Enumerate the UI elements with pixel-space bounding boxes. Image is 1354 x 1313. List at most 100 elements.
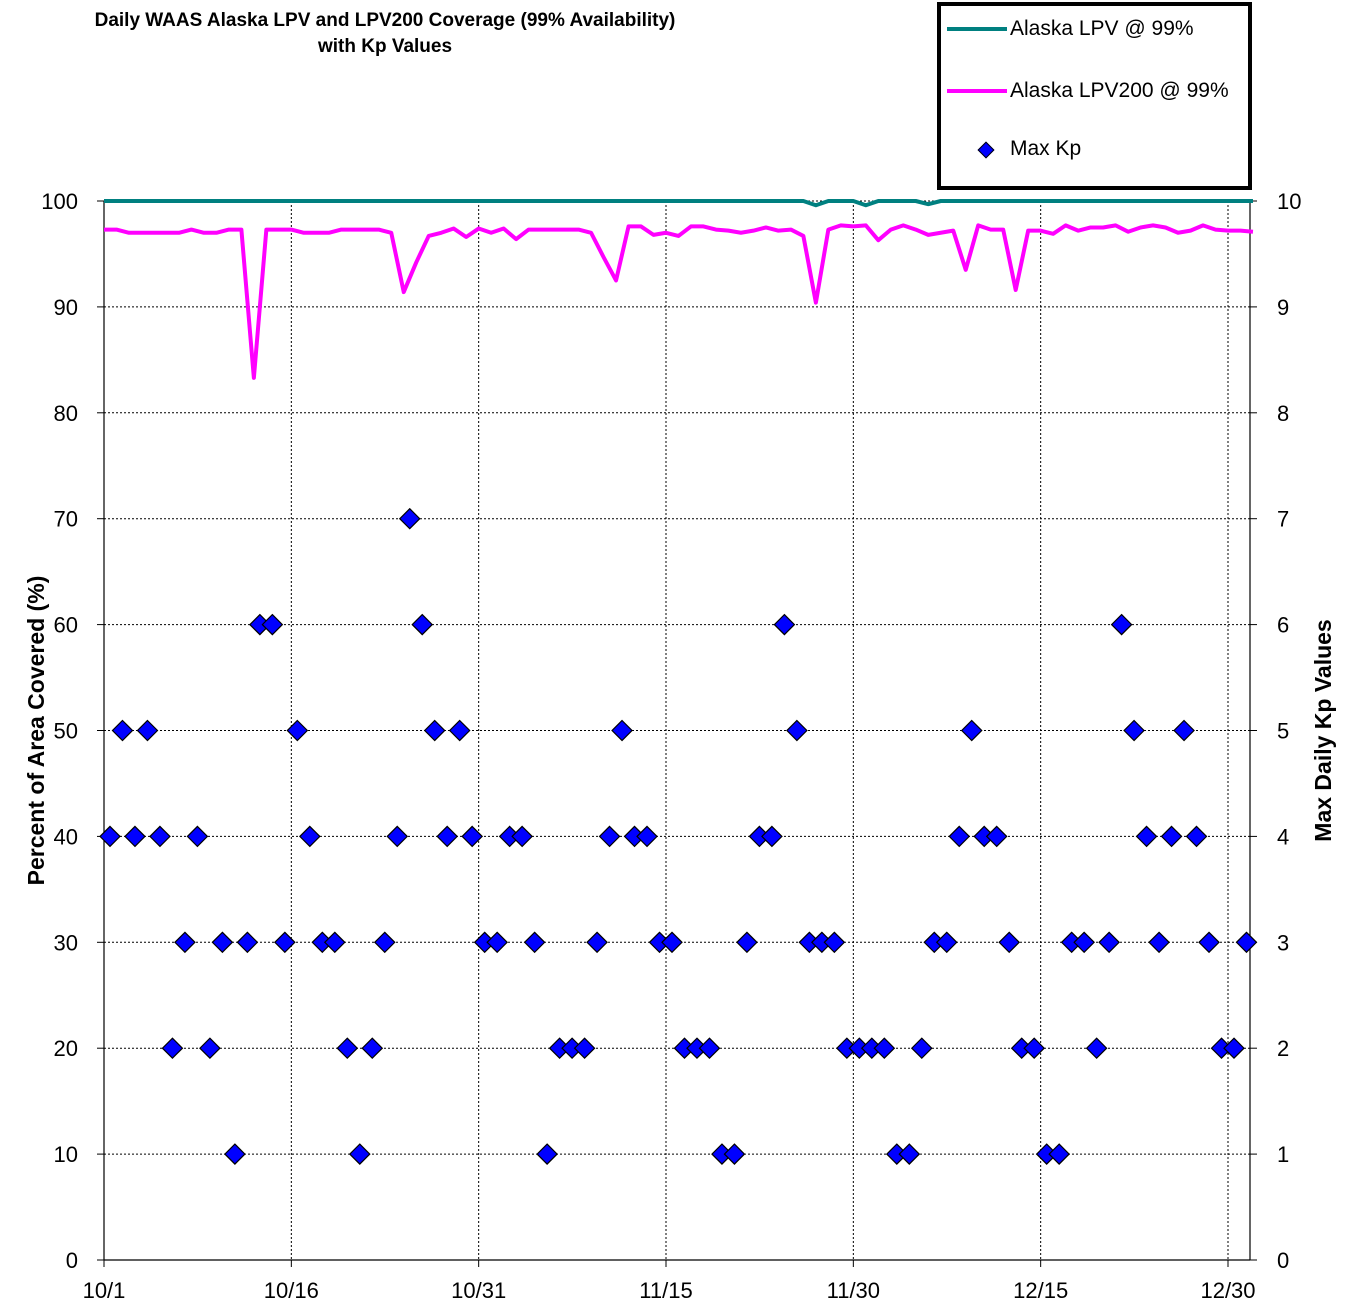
kp-marker [361,1037,384,1060]
kp-marker [1148,931,1170,954]
kp-marker [273,931,296,954]
kp-marker [873,1037,896,1060]
kp-marker [436,825,459,848]
kp-marker [910,1037,933,1060]
kp-marker [723,1143,746,1165]
kp-marker [149,825,171,848]
y-tick-label: 10 [54,1142,78,1167]
y-tick-label: 0 [66,1248,78,1273]
kp-marker [823,931,846,954]
kp-marker [461,825,484,848]
y2-tick-label: 4 [1277,824,1289,849]
y-tick-label: 50 [54,719,78,744]
kp-marker [348,1143,371,1165]
y-tick-label: 20 [54,1036,78,1061]
x-tick-label: 10/31 [451,1278,506,1303]
kp-marker [161,1037,184,1060]
kp-marker [99,825,121,848]
label-layer: 0 10 20 30 40 50 60 70 80 90 100 0 1 2 3 4 5 6 7 8 9 10 10/1 10… [23,189,1336,1303]
kp-marker [598,825,621,848]
legend-label-lpv200: Alaska LPV200 @ 99% [1010,79,1229,102]
kp-marker [611,719,633,742]
grid-layer [104,200,1250,1260]
y2-tick-label: 5 [1277,719,1289,744]
kp-marker [373,931,396,954]
y2-axis-title: Max Daily Kp Values [1310,619,1336,841]
y-tick-label: 100 [41,189,78,214]
kp-marker [174,931,196,954]
kp-marker [573,1037,596,1060]
kp-marker [286,719,309,742]
kp-marker [960,719,983,742]
x-tick-label: 11/30 [827,1278,880,1303]
x-tick-label: 12/30 [1200,1278,1255,1303]
y-tick-label: 40 [54,824,78,849]
y2-tick-label: 2 [1277,1036,1289,1061]
kp-marker [1223,1037,1245,1060]
kp-marker [423,719,446,742]
chart-title-line-2: with Kp Values [317,36,453,57]
kp-marker [786,719,808,742]
y2-tick-label: 0 [1277,1248,1289,1273]
kp-marker [898,1143,921,1165]
kp-marker [236,931,259,954]
kp-marker [935,931,958,954]
kp-marker [736,931,758,954]
y-tick-label: 30 [54,930,78,955]
kp-marker [998,931,1021,954]
kp-marker [511,825,533,848]
kp-marker [261,613,284,636]
kp-marker [224,1143,246,1165]
marker-layer [99,507,1258,1165]
chart-title-line-1: Daily WAAS Alaska LPV and LPV200 Coverag… [94,10,676,31]
kp-marker [1123,719,1145,742]
kp-marker [211,931,234,954]
lpv-series-line [104,199,1253,208]
lpv200-series-line [104,223,1254,380]
kp-marker [1135,825,1158,848]
kp-marker [636,825,658,848]
series-layer [104,199,1254,380]
kp-marker [1185,825,1208,848]
y2-tick-label: 7 [1277,507,1289,532]
y2-tick-label: 6 [1277,613,1289,638]
x-tick-label: 11/15 [639,1278,692,1303]
y2-tick-label: 3 [1277,930,1289,955]
kp-marker [323,931,346,954]
kp-marker [1110,613,1133,636]
kp-marker [985,825,1008,848]
kp-marker [1173,719,1195,742]
y-tick-label: 80 [54,401,78,426]
y-tick-label: 70 [54,507,78,532]
y2-tick-label: 8 [1277,401,1289,426]
chart-title: Daily WAAS Alaska LPV and LPV200 Coverag… [0,8,770,60]
kp-marker [773,613,796,636]
y2-tick-label: 10 [1277,189,1301,214]
legend: Alaska LPV @ 99% Alaska LPV200 @ 99% Max… [937,2,1252,190]
kp-marker [948,825,971,848]
kp-marker [1048,1143,1071,1165]
kp-marker [698,1037,721,1060]
kp-marker [536,1143,558,1165]
kp-marker [336,1037,359,1060]
kp-marker [199,1037,221,1060]
x-tick-label: 10/1 [83,1278,126,1303]
kp-marker [398,507,421,530]
kp-marker [523,931,546,954]
kp-marker [1235,931,1258,954]
kp-marker [586,931,608,954]
y2-tick-label: 1 [1277,1142,1289,1167]
y2-tick-label: 9 [1277,295,1289,320]
kp-marker [1198,931,1220,954]
y-tick-label: 60 [54,613,78,638]
x-tick-label: 12/15 [1013,1278,1068,1303]
x-tick-label: 10/16 [264,1278,319,1303]
kp-marker [298,825,321,848]
kp-marker [136,719,159,742]
kp-marker [1098,931,1120,954]
legend-label-lpv: Alaska LPV @ 99% [1010,17,1194,40]
kp-marker [411,613,434,636]
kp-marker [661,931,683,954]
kp-marker [761,825,783,848]
